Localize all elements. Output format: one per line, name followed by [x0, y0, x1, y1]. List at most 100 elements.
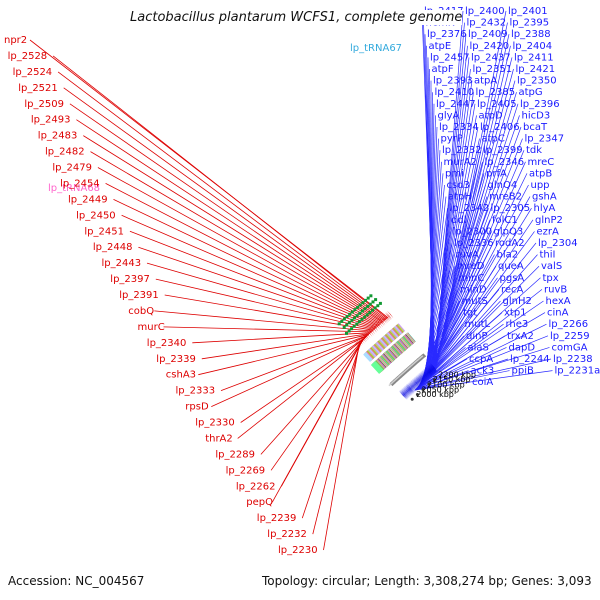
gene-label-lp_2432: lp_2432: [467, 18, 507, 29]
gene-label-coiA: coiA: [472, 377, 493, 388]
reverse-arrow: [373, 322, 381, 330]
forward-arrow: [413, 377, 422, 387]
orf-mark: [363, 315, 367, 319]
forward-arrow: [406, 383, 415, 393]
reverse-arrow: [371, 323, 379, 332]
connector: [421, 254, 454, 384]
gene-label-thrA2: thrA2: [205, 433, 233, 444]
forward-arrow: [416, 375, 425, 385]
forward-arrow: [427, 365, 435, 376]
connector: [155, 278, 375, 330]
orf-mark: [342, 317, 346, 321]
connector: [419, 289, 543, 386]
connector: [211, 335, 368, 407]
gene-label-cinA: cinA: [547, 308, 569, 319]
connector: [260, 338, 365, 455]
connector: [422, 231, 492, 383]
forward-arrow: [424, 368, 433, 378]
forward-arrow: [428, 364, 437, 374]
genome-backbone: [388, 353, 427, 387]
gene-label-hicD3: hicD3: [522, 110, 551, 121]
connector: [431, 80, 516, 376]
gene-label-ack3: ack3: [471, 366, 495, 377]
forward-arrow: [415, 375, 424, 385]
connector: [420, 265, 540, 385]
forward-arrow: [419, 372, 427, 382]
connector: [417, 323, 463, 388]
reverse-arrow: [353, 340, 360, 349]
forward-arrow: [425, 367, 434, 377]
connector: [419, 289, 459, 386]
gene-label-lp_2399: lp_2399: [483, 145, 523, 156]
ruler-tick: [421, 388, 425, 391]
forward-arrow: [419, 372, 428, 382]
backbone-highlight: [388, 355, 424, 387]
gene-label-lp_2230: lp_2230: [278, 545, 318, 556]
forward-arrow: [406, 384, 415, 393]
gene-label-lp_2342: lp_2342: [450, 203, 490, 214]
connector: [422, 231, 535, 384]
forward-arrow: [415, 375, 424, 385]
gene-label-ruvA: ruvA: [456, 250, 479, 261]
connector: [163, 326, 372, 333]
gene-label-pyrP: pyrP: [441, 134, 463, 145]
gene-label-lp_2391: lp_2391: [119, 290, 159, 301]
gene-label-lp_2457: lp_2457: [430, 52, 470, 63]
accession-text: Accession: NC_004567: [8, 574, 145, 588]
orf-mark: [358, 311, 362, 315]
connector: [427, 138, 523, 379]
gene-label-lp_2339: lp_2339: [156, 354, 196, 365]
forward-arrow: [399, 390, 408, 400]
orf-mark: [364, 298, 367, 302]
gene-label-lp_2448: lp_2448: [93, 242, 133, 253]
orf-mark: [360, 309, 364, 313]
gene-label-lp_2411: lp_2411: [514, 52, 554, 63]
orf-mark: [373, 306, 377, 310]
orf-mark: [356, 305, 360, 309]
gene-label-mutS: mutS: [462, 296, 488, 307]
connector: [271, 340, 363, 503]
gene-label-atpH: atpH: [448, 192, 472, 203]
forward-arrow: [424, 368, 432, 378]
forward-arrow: [426, 366, 435, 376]
forward-arrow: [430, 363, 439, 373]
forward-arrow: [426, 366, 435, 376]
reverse-label-connectors: [29, 39, 389, 551]
gene-label-pmi: pmi: [445, 168, 464, 179]
forward-arrow: [428, 365, 436, 375]
gene-label-glyA: glyA: [438, 110, 460, 121]
gene-label-upp: upp: [531, 180, 550, 191]
gene-label-tgt: tgt: [463, 308, 477, 319]
forward-arrow: [410, 380, 419, 390]
orf-mark: [366, 304, 370, 308]
ruler-label: 2200 kbp: [438, 371, 476, 380]
gene-label-lp_2479: lp_2479: [52, 163, 92, 174]
forward-arrow: [406, 384, 415, 394]
forward-arrow: [405, 384, 414, 394]
forward-arrow: [429, 363, 438, 373]
gene-label-npr2: npr2: [4, 35, 27, 46]
reverse-arrow: [383, 313, 391, 322]
forward-arrow: [423, 369, 432, 379]
forward-arrow: [405, 385, 414, 395]
gene-label-mreD: mreD: [457, 261, 485, 272]
gene-label-mreC: mreC: [528, 157, 555, 168]
gene-label-lp_2385: lp_2385: [476, 87, 516, 98]
forward-arrow: [410, 380, 419, 390]
forward-arrow: [410, 380, 419, 390]
gene-label-lp_2404: lp_2404: [513, 41, 553, 52]
forward-arrow: [404, 385, 413, 395]
connector: [415, 358, 552, 390]
reverse-arrow: [375, 321, 382, 329]
gene-label-glpQ3: glpQ3: [494, 226, 524, 237]
gene-label-lp_2350: lp_2350: [517, 76, 557, 87]
gene-label-lp_2376: lp_2376: [427, 29, 467, 40]
forward-arrow: [414, 377, 422, 387]
forward-arrow: [414, 377, 423, 387]
orf-mark: [363, 307, 367, 311]
gene-label-hlyA: hlyA: [534, 203, 556, 214]
forward-arrow: [399, 390, 408, 400]
gene-label-atpG: atpG: [519, 87, 543, 98]
gene-label-folC1: folC1: [492, 215, 518, 226]
gene-label-lp_2330: lp_2330: [195, 418, 235, 429]
